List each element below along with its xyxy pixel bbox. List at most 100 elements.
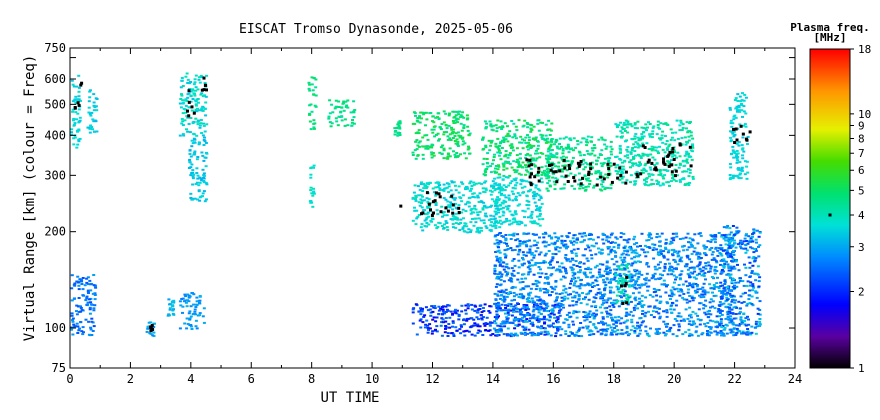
data-point xyxy=(594,242,598,245)
data-point xyxy=(706,310,710,313)
data-point xyxy=(600,321,604,324)
data-point xyxy=(757,235,761,238)
data-point xyxy=(492,156,496,158)
data-point xyxy=(196,123,200,126)
data-point xyxy=(538,213,542,215)
data-point xyxy=(519,173,523,176)
data-point xyxy=(719,295,723,298)
data-point xyxy=(525,313,529,316)
data-point xyxy=(514,220,518,223)
data-point xyxy=(411,197,415,199)
data-point xyxy=(647,265,651,268)
data-point xyxy=(620,296,623,299)
data-point xyxy=(596,291,600,294)
data-point xyxy=(752,286,756,289)
data-point xyxy=(581,187,585,190)
data-point xyxy=(601,175,605,178)
data-point xyxy=(670,269,674,272)
data-point xyxy=(609,313,613,316)
peak-marker xyxy=(741,132,745,136)
data-point xyxy=(707,334,711,337)
data-point xyxy=(627,285,631,288)
data-point xyxy=(727,303,731,306)
data-point xyxy=(446,309,450,312)
data-point xyxy=(588,316,592,318)
data-point xyxy=(701,332,705,335)
data-point xyxy=(531,233,535,236)
data-point xyxy=(629,181,632,184)
data-point xyxy=(511,186,515,189)
data-point xyxy=(608,269,612,272)
data-point xyxy=(559,305,563,308)
data-point xyxy=(577,328,581,331)
data-point xyxy=(658,302,662,304)
data-point xyxy=(521,242,525,245)
data-point xyxy=(473,196,477,199)
data-point xyxy=(517,220,521,223)
data-point xyxy=(496,329,500,331)
data-point xyxy=(540,318,544,321)
data-point xyxy=(650,173,654,176)
data-point xyxy=(730,319,734,322)
data-point xyxy=(77,305,81,308)
data-point xyxy=(537,311,541,314)
data-point xyxy=(433,307,437,310)
data-point xyxy=(524,164,527,167)
data-point xyxy=(637,325,641,328)
data-point xyxy=(725,298,729,301)
data-point xyxy=(532,317,536,320)
data-point xyxy=(562,299,566,301)
data-point xyxy=(476,196,480,199)
data-point xyxy=(582,311,586,313)
data-point xyxy=(554,285,558,288)
data-point xyxy=(464,304,468,307)
data-point xyxy=(436,186,440,188)
data-point xyxy=(607,159,611,162)
data-point xyxy=(152,331,156,334)
data-point xyxy=(529,214,533,217)
data-point xyxy=(416,154,420,157)
data-point xyxy=(734,332,738,335)
data-point xyxy=(543,321,547,324)
data-point xyxy=(468,182,472,185)
data-point xyxy=(193,138,197,141)
data-point xyxy=(512,221,516,224)
data-point xyxy=(398,126,402,129)
data-point xyxy=(497,277,500,280)
data-point xyxy=(73,136,77,139)
data-point xyxy=(635,269,639,272)
data-point xyxy=(193,81,197,84)
data-point xyxy=(570,251,574,254)
data-point xyxy=(756,312,760,315)
data-point xyxy=(746,143,749,145)
data-point xyxy=(496,324,500,327)
data-point xyxy=(699,288,703,290)
data-point xyxy=(712,284,716,286)
data-point xyxy=(504,160,508,163)
data-point xyxy=(552,180,556,183)
data-point xyxy=(728,242,732,245)
data-point xyxy=(678,179,682,182)
data-point xyxy=(688,169,692,172)
data-point xyxy=(457,204,461,207)
data-point xyxy=(528,250,532,253)
data-point xyxy=(676,137,680,140)
data-point xyxy=(594,327,598,330)
data-point xyxy=(516,238,520,241)
data-point xyxy=(421,190,425,192)
data-point xyxy=(609,145,613,148)
data-point xyxy=(445,221,449,224)
peak-marker xyxy=(457,206,461,210)
data-point xyxy=(558,143,561,145)
data-point xyxy=(473,322,477,325)
data-point xyxy=(601,294,605,297)
data-point xyxy=(727,269,731,272)
data-point xyxy=(498,276,502,279)
data-point xyxy=(720,326,724,329)
data-point xyxy=(740,332,743,335)
data-point xyxy=(78,119,82,122)
data-point xyxy=(641,137,644,140)
data-point xyxy=(506,156,510,159)
data-point xyxy=(508,162,512,165)
data-point xyxy=(582,137,586,140)
